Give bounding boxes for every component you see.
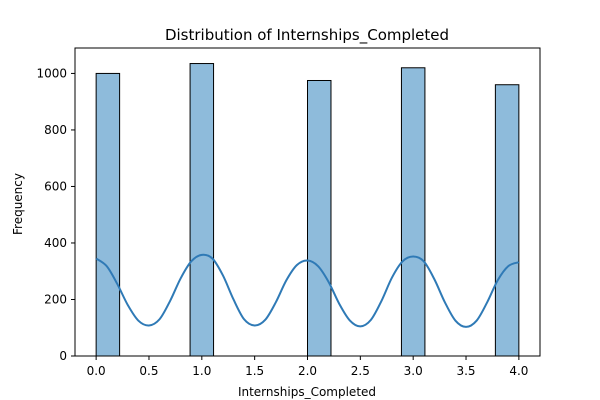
y-tick-label: 1000 (36, 66, 67, 80)
x-tick-label: 0.5 (139, 364, 158, 378)
y-tick-label: 0 (59, 349, 67, 363)
bars-layer (95, 63, 520, 357)
y-tick-label: 600 (44, 179, 67, 193)
x-tick-label: 2.5 (351, 364, 370, 378)
histogram-bar-2 (307, 79, 332, 357)
x-axis-label: Internships_Completed (238, 385, 376, 399)
histogram-bar-1 (189, 63, 215, 357)
histogram-bar-0 (95, 72, 121, 357)
histogram-bar-3 (400, 67, 426, 357)
x-tick-label: 2.0 (298, 364, 317, 378)
kde-layer (95, 253, 520, 328)
y-axis-label: Frequency (11, 173, 25, 235)
y-tick-label: 800 (44, 123, 67, 137)
x-tick-label: 3.5 (456, 364, 475, 378)
chart-title: Distribution of Internships_Completed (165, 26, 449, 45)
kde-curve (95, 253, 520, 328)
x-tick-label: 4.0 (509, 364, 528, 378)
x-tick-label: 1.5 (245, 364, 264, 378)
y-axis-ticks: 0 200 400 600 800 1000 (36, 66, 75, 363)
x-axis-ticks: 0.0 0.5 1.0 1.5 2.0 2.5 3.0 3.5 4.0 (87, 356, 528, 378)
y-tick-label: 400 (44, 236, 67, 250)
x-tick-label: 1.0 (192, 364, 211, 378)
y-tick-label: 200 (44, 292, 67, 306)
x-tick-label: 0.0 (87, 364, 106, 378)
x-tick-label: 3.0 (404, 364, 423, 378)
histogram-bar-4 (494, 84, 520, 357)
